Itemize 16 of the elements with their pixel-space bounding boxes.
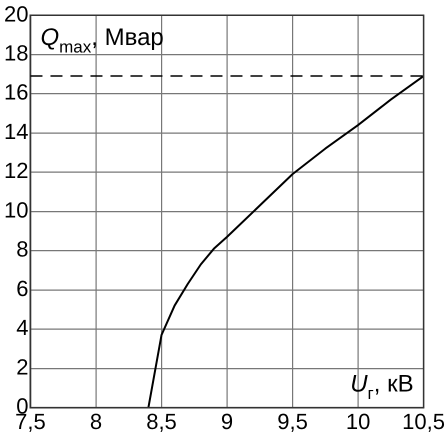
- x-tick-label: 9: [220, 408, 234, 434]
- y-tick-label: 8: [16, 236, 28, 262]
- x-tick-label: 10,5: [402, 408, 446, 434]
- y-tick-label: 14: [4, 118, 28, 144]
- y-tick-label: 2: [16, 354, 28, 380]
- y-tick-label: 20: [4, 1, 28, 26]
- y-tick-label: 16: [4, 80, 28, 105]
- x-tick-label: 8: [90, 408, 102, 434]
- y-tick-label: 12: [4, 158, 28, 184]
- y-tick-label: 4: [16, 315, 28, 340]
- y-tick-label: 6: [16, 276, 28, 301]
- y-tick-label: 10: [4, 197, 28, 222]
- x-tick-label: 8,5: [146, 408, 177, 434]
- y-tick-label: 18: [4, 40, 28, 66]
- x-tick-label: 9,5: [277, 408, 308, 434]
- x-tick-label: 10: [346, 408, 370, 434]
